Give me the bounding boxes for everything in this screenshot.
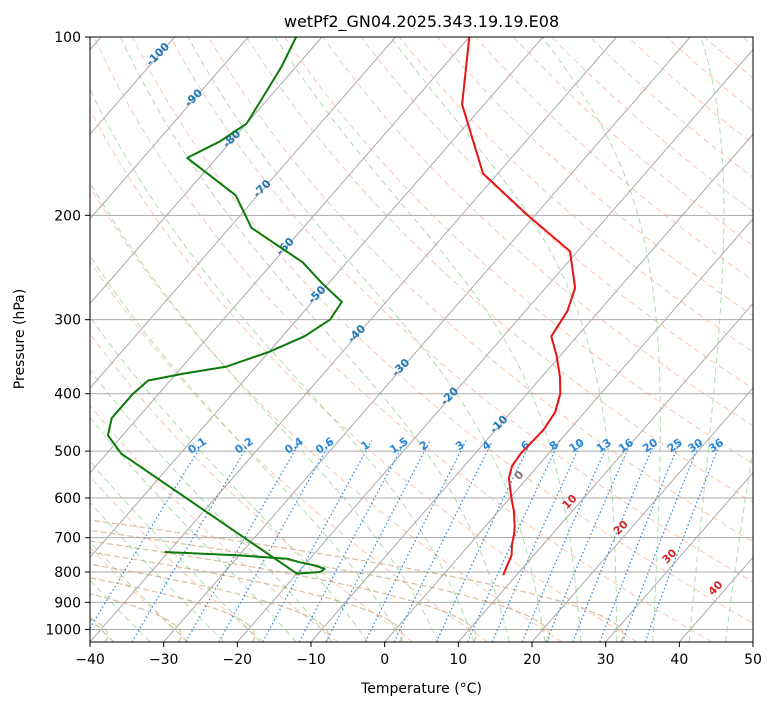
moist-adiabat xyxy=(90,181,439,642)
mixing-ratio-line xyxy=(545,440,633,642)
isotherm-line xyxy=(90,37,249,220)
mixing-ratio-line xyxy=(491,440,583,642)
moist-adiabat xyxy=(187,37,546,642)
dry-adiabat xyxy=(90,475,264,642)
isotherm-line xyxy=(90,37,544,559)
y-axis-label: Pressure (hPa) xyxy=(12,289,28,389)
y-tick-label: 300 xyxy=(54,313,81,329)
moist-adiabat xyxy=(90,460,261,642)
mixing-ratio-line xyxy=(521,440,611,642)
x-tick-label: 50 xyxy=(744,652,762,668)
mixing-ratio-line xyxy=(393,440,494,642)
x-tick-label: −30 xyxy=(149,652,179,668)
dry-adiabat xyxy=(90,186,563,642)
y-tick-label: 400 xyxy=(54,387,81,403)
moist-adiabat xyxy=(120,37,510,642)
dry-adiabat xyxy=(90,404,339,642)
isotherm-line xyxy=(163,37,691,642)
mixing-ratio-line xyxy=(185,440,302,642)
x-tick-label: 10 xyxy=(449,652,467,668)
dry-adiabat xyxy=(169,37,753,583)
y-tick-label: 500 xyxy=(54,444,81,460)
moisture-profile xyxy=(106,37,343,575)
saturation-curve xyxy=(90,577,256,642)
x-tick-label: −20 xyxy=(223,652,253,668)
moist-adiabat xyxy=(688,37,725,642)
dry-adiabat xyxy=(131,37,753,624)
mixing-ratio-line xyxy=(131,440,252,642)
isotherm-line xyxy=(90,37,323,305)
dry-adiabat xyxy=(436,37,753,317)
x-tick-label: 20 xyxy=(523,652,541,668)
isotherm-line xyxy=(236,48,753,642)
saturation-curve xyxy=(90,529,551,642)
mixing-ratio-line xyxy=(466,440,561,642)
y-tick-label: 1000 xyxy=(45,622,81,638)
dry-adiabat xyxy=(93,37,712,642)
isotherm-line xyxy=(605,471,753,642)
x-tick-label: 0 xyxy=(380,652,389,668)
mixing-ratio-line xyxy=(364,440,467,642)
mixing-ratio-line xyxy=(218,440,332,642)
moist-adiabat xyxy=(90,369,333,642)
moist-adiabat xyxy=(541,37,661,642)
x-tick-label: −10 xyxy=(296,652,326,668)
saturation-curve xyxy=(90,519,624,642)
y-tick-label: 800 xyxy=(54,565,81,581)
x-tick-label: 40 xyxy=(670,652,688,668)
mixing-ratio-line xyxy=(90,440,205,630)
dry-adiabat xyxy=(90,108,638,642)
plot-frame xyxy=(89,36,754,643)
mixing-ratio-line xyxy=(644,440,722,642)
chart-title: wetPf2_GN04.2025.343.19.19.E08 xyxy=(284,12,559,32)
saturation-curve xyxy=(90,540,477,642)
y-tick-label: 100 xyxy=(54,30,81,46)
isotherm-line xyxy=(90,37,396,389)
saturation-curve xyxy=(90,551,403,642)
dry-adiabat xyxy=(207,37,753,543)
dry-adiabat xyxy=(90,546,190,642)
moist-adiabat xyxy=(90,316,369,642)
y-axis: 100 200 300 400 500 600 700 800 900 1000 xyxy=(45,30,90,638)
moist-adiabat xyxy=(274,37,582,642)
x-tick-label: −40 xyxy=(75,652,105,668)
isotherm-line xyxy=(531,387,753,642)
moist-adiabat xyxy=(725,446,753,642)
x-tick-label: 30 xyxy=(597,652,615,668)
dry-adiabat xyxy=(246,37,753,503)
isotherm-line xyxy=(90,37,617,642)
isotherm-line xyxy=(384,218,753,642)
y-tick-label: 600 xyxy=(54,491,81,507)
mixing-ratio-line xyxy=(262,440,373,642)
y-tick-label: 900 xyxy=(54,595,81,611)
dry-adiabat xyxy=(90,333,414,642)
x-axis: −40 −30 −20 −10 0 10 20 30 40 50 xyxy=(75,642,762,668)
dry-adiabat xyxy=(90,260,488,642)
x-axis-label: Temperature (°C) xyxy=(360,681,482,697)
isotherm-line xyxy=(457,302,753,642)
dry-adiabat xyxy=(398,37,753,353)
moist-adiabat xyxy=(90,416,297,642)
temperature-profile xyxy=(461,37,577,576)
saturation-curve xyxy=(90,563,330,642)
y-tick-label: 200 xyxy=(54,208,81,224)
moist-adiabat xyxy=(90,88,475,642)
y-tick-label: 700 xyxy=(54,531,81,547)
isotherm-line xyxy=(90,37,470,474)
saturation-curve xyxy=(90,593,182,642)
